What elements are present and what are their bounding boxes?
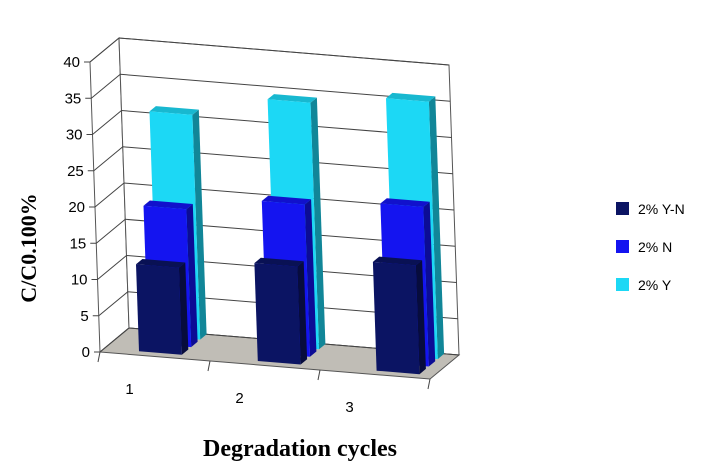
- x-tick-mark: [317, 369, 321, 381]
- gridline: [95, 218, 456, 247]
- y-tick-label: 10: [71, 272, 88, 289]
- bar-side: [310, 97, 326, 350]
- legend-item: 2% Y-N: [616, 201, 685, 217]
- legend-item: 2% N: [616, 239, 672, 255]
- gridline: [94, 182, 455, 211]
- bar-side: [428, 96, 445, 360]
- gridline: [89, 37, 450, 66]
- bar: [136, 259, 189, 355]
- bar-front: [254, 263, 301, 365]
- bar-side: [415, 260, 426, 375]
- x-tick-mark: [207, 360, 211, 372]
- bar-side: [178, 262, 189, 355]
- bar-top: [386, 92, 436, 102]
- bar-side: [297, 261, 308, 365]
- x-category-labels: 1 2 3: [125, 381, 353, 416]
- legend-swatch: [616, 202, 629, 215]
- bar-top: [267, 94, 317, 103]
- y-tick-label: 15: [70, 235, 87, 252]
- y-axis-title: C/C0.100%: [16, 193, 41, 302]
- bar-top: [254, 257, 304, 267]
- bars: [136, 92, 445, 375]
- bar-top: [136, 259, 186, 268]
- gridline: [93, 146, 453, 175]
- legend: 2% Y-N 2% N 2% Y: [616, 201, 685, 293]
- y-tick-label: 25: [67, 163, 84, 180]
- bar-top: [261, 195, 312, 205]
- bar-side: [192, 109, 207, 340]
- legend-label: 2% N: [638, 239, 672, 255]
- gridline: [92, 109, 452, 138]
- y-tick-label: 5: [80, 308, 88, 325]
- bar-top: [149, 106, 199, 115]
- y-tick-label: 30: [66, 127, 83, 144]
- legend-swatch: [616, 240, 629, 253]
- gridline: [97, 254, 457, 283]
- bar-front: [372, 261, 420, 375]
- legend-item: 2% Y: [616, 277, 672, 293]
- bar-side: [304, 199, 317, 357]
- y-tick-label: 35: [65, 90, 82, 107]
- y-tick-label: 40: [63, 54, 80, 71]
- x-tick-label: 1: [125, 381, 133, 398]
- bar-front: [136, 264, 182, 355]
- bar-side: [186, 204, 198, 348]
- y-tick-label: 20: [68, 199, 85, 216]
- gridlines: [84, 37, 460, 390]
- y-tick-label: 0: [82, 344, 90, 361]
- x-tick-mark: [97, 351, 101, 363]
- x-tick-label: 3: [345, 399, 353, 416]
- legend-label: 2% Y-N: [638, 201, 685, 217]
- bar-top: [143, 200, 193, 210]
- gridline: [99, 327, 460, 356]
- bar-top: [372, 256, 423, 266]
- y-tick-labels: 0 5 10 15 20 25 30 35 40: [63, 54, 90, 361]
- x-tick-label: 2: [235, 390, 243, 407]
- gridline: [90, 73, 451, 102]
- legend-label: 2% Y: [638, 277, 672, 293]
- bar: [254, 257, 308, 365]
- bar: [372, 256, 426, 375]
- x-axis-title: Degradation cycles: [203, 436, 397, 462]
- bar-side: [423, 201, 436, 367]
- bar-top: [380, 198, 430, 207]
- legend-swatch: [616, 278, 629, 291]
- x-tick-mark: [427, 378, 431, 390]
- gridline: [98, 291, 458, 320]
